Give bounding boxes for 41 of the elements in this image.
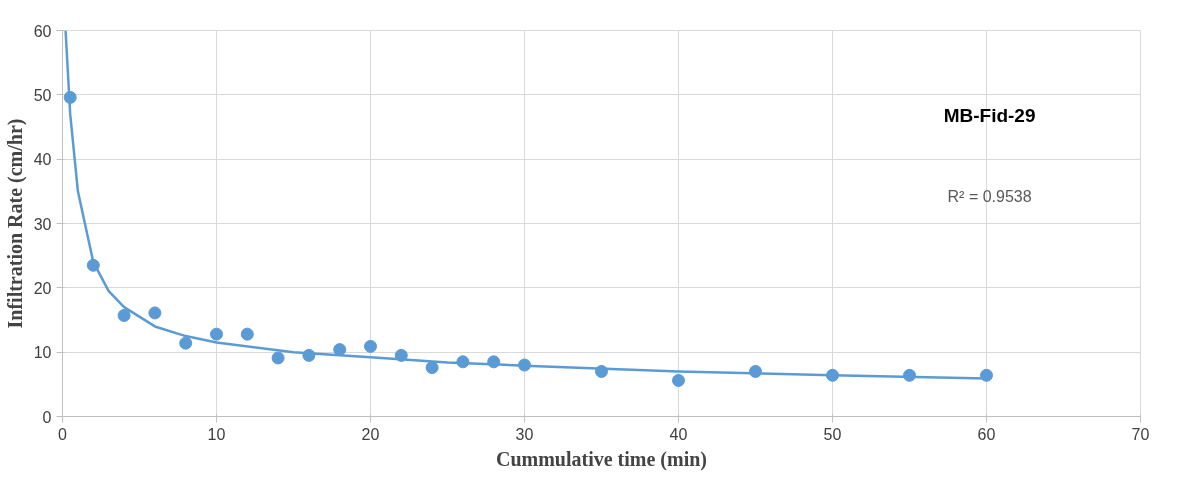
x-tick-label: 10 — [207, 425, 226, 443]
annotation: R² = 0.9538 — [947, 187, 1032, 205]
annotation: MB-Fid-29 — [943, 104, 1036, 126]
y-axis-title: Infiltration Rate (cm/hr) — [3, 118, 27, 329]
point — [117, 309, 131, 322]
point — [456, 355, 470, 369]
point — [903, 368, 916, 382]
point — [595, 364, 608, 378]
x-tick-label: 60 — [977, 425, 996, 443]
y-tick-label: 10 — [33, 344, 52, 362]
x-tick-label: 20 — [361, 425, 380, 443]
x-tick-label: 40 — [669, 425, 688, 443]
x-tick-label: 50 — [823, 425, 842, 443]
point — [980, 368, 993, 382]
x-tick-label: 0 — [58, 425, 68, 443]
point — [302, 348, 316, 362]
y-tick-label: 50 — [33, 86, 52, 104]
point — [364, 339, 377, 353]
x-axis-title: Cummulative time (min) — [495, 447, 708, 471]
point — [240, 327, 254, 341]
point — [148, 306, 162, 320]
point — [749, 364, 762, 378]
point — [271, 351, 285, 365]
x-tick-label: 30 — [515, 425, 534, 443]
y-tick-label: 0 — [42, 408, 52, 426]
point — [179, 336, 193, 350]
point — [826, 368, 839, 382]
y-tick-label: 20 — [33, 279, 52, 297]
point — [487, 355, 501, 369]
point — [425, 361, 439, 375]
point — [63, 90, 77, 104]
point — [210, 327, 223, 341]
point — [86, 258, 100, 272]
point — [518, 358, 531, 372]
x-tick-label: 70 — [1131, 425, 1150, 443]
y-tick-label: 30 — [33, 215, 52, 233]
point — [394, 348, 408, 362]
point — [672, 373, 685, 387]
y-tick-label: 40 — [33, 151, 52, 169]
point — [333, 343, 347, 357]
y-tick-label: 60 — [33, 22, 52, 40]
